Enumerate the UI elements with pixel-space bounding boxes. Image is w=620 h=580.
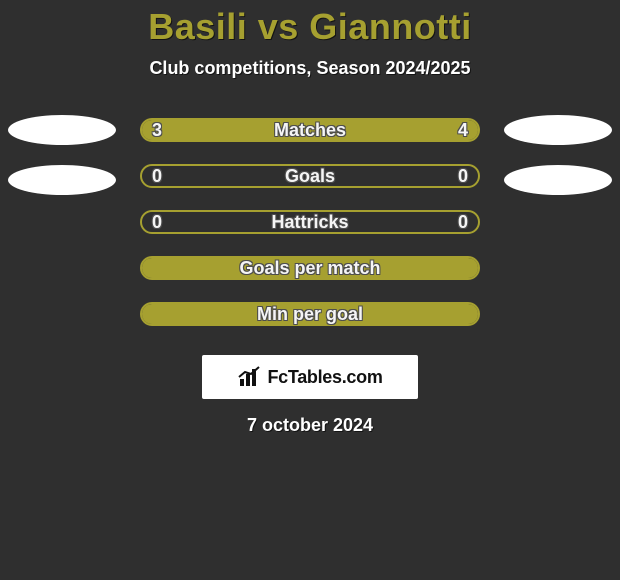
comparison-row: 3Matches4 [0, 107, 620, 153]
comparison-row: Goals per match [0, 245, 620, 291]
comparison-bar [140, 302, 480, 326]
footer-date: 7 october 2024 [0, 415, 620, 436]
comparison-row: 0Goals0 [0, 153, 620, 199]
bar-chart-icon [237, 365, 261, 389]
team-logo-right [504, 165, 612, 195]
bar-fill-left [142, 258, 478, 278]
comparison-bar [140, 118, 480, 142]
bar-fill-left [142, 120, 276, 140]
page-title: Basili vs Giannotti [0, 0, 620, 48]
logo-card: FcTables.com [202, 355, 418, 399]
logo-text: FcTables.com [267, 367, 382, 388]
comparison-bar [140, 256, 480, 280]
page-subtitle: Club competitions, Season 2024/2025 [0, 58, 620, 79]
bar-fill-right [276, 120, 478, 140]
team-logo-left [8, 165, 116, 195]
team-logo-left [8, 115, 116, 145]
bar-fill-left [142, 304, 478, 324]
page-root: Basili vs Giannotti Club competitions, S… [0, 0, 620, 580]
comparison-row: Min per goal [0, 291, 620, 337]
comparison-row: 0Hattricks0 [0, 199, 620, 245]
comparison-bar [140, 210, 480, 234]
team-logo-right [504, 115, 612, 145]
comparison-bar [140, 164, 480, 188]
comparison-rows: 3Matches40Goals00Hattricks0Goals per mat… [0, 107, 620, 337]
